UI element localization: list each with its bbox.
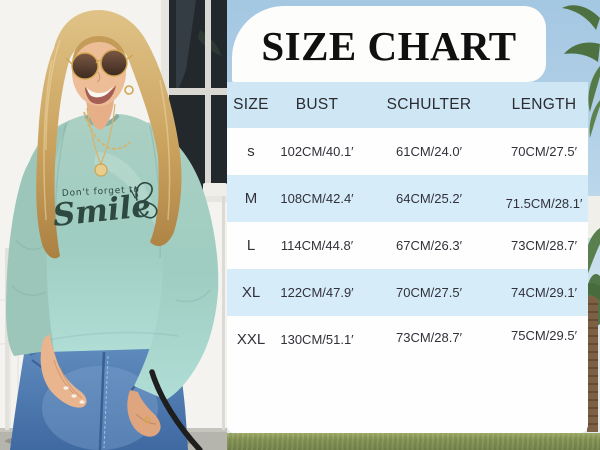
shirt-print-line1: Don't forget to xyxy=(62,185,140,199)
pendant xyxy=(94,163,108,177)
column-header-schulter: SCHULTER xyxy=(386,96,472,113)
necklace xyxy=(83,103,131,177)
model-photo: Don't forget to Smile xyxy=(0,0,227,450)
size-chart-table: SIZE BUST SCHULTER LENGTH s 102CM/40.1′ … xyxy=(227,82,588,433)
table-header-row: SIZE BUST SCHULTER LENGTH xyxy=(227,82,588,128)
schulter-value: 64CM/25.2′ xyxy=(395,191,463,206)
page-title: SIZE CHART xyxy=(261,23,517,69)
length-value: 70CM/27.5′ xyxy=(510,144,578,159)
bust-value: 108CM/42.4′ xyxy=(280,191,354,206)
beach-hut xyxy=(584,196,600,238)
size-label: XL xyxy=(241,284,261,301)
length-value: 74CM/29.1′ xyxy=(510,285,578,300)
left-hand xyxy=(40,334,87,408)
size-row-xxl: XXL 130CM/51.1′ 73CM/28.7′ 75CM/29.5′ xyxy=(227,316,588,363)
size-label: L xyxy=(246,237,256,254)
length-value: 75CM/29.5′ xyxy=(510,328,578,343)
title-panel: SIZE CHART xyxy=(232,6,546,82)
column-header-length: LENGTH xyxy=(511,96,577,113)
length-value: 71.5CM/28.1′ xyxy=(505,196,583,211)
size-row-m: M 108CM/42.4′ 64CM/25.2′ 71.5CM/28.1′ xyxy=(227,175,588,222)
length-value: 73CM/28.7′ xyxy=(510,238,578,253)
right-hand xyxy=(127,390,161,437)
schulter-value: 70CM/27.5′ xyxy=(395,285,463,300)
size-row-xl: XL 122CM/47.9′ 70CM/27.5′ 74CM/29.1′ xyxy=(227,269,588,316)
schulter-value: 61CM/24.0′ xyxy=(395,144,463,159)
size-row-s: s 102CM/40.1′ 61CM/24.0′ 70CM/27.5′ xyxy=(227,128,588,175)
sunglasses xyxy=(65,49,134,80)
column-header-bust: BUST xyxy=(295,96,339,113)
sweatshirt xyxy=(6,113,219,400)
bust-value: 122CM/47.9′ xyxy=(280,285,354,300)
face xyxy=(65,36,134,106)
bust-value: 114CM/44.8′ xyxy=(280,238,354,253)
palm-tree xyxy=(562,5,600,432)
size-label: s xyxy=(247,143,255,160)
ring xyxy=(143,416,151,424)
butterfly-icon xyxy=(130,182,158,219)
grass-strip xyxy=(227,433,600,450)
hair xyxy=(36,10,182,259)
bag-strap xyxy=(149,369,203,450)
bust-value: 130CM/51.1′ xyxy=(280,332,354,347)
size-label: M xyxy=(244,190,258,207)
earring xyxy=(124,85,134,95)
palm-trunk xyxy=(587,296,598,432)
shirt-print: Don't forget to Smile xyxy=(51,182,158,234)
schulter-value: 73CM/28.7′ xyxy=(395,330,463,345)
schulter-value: 67CM/26.3′ xyxy=(395,238,463,253)
size-row-l: L 114CM/44.8′ 67CM/26.3′ 73CM/28.7′ xyxy=(227,222,588,269)
bust-value: 102CM/40.1′ xyxy=(280,144,354,159)
size-label: XXL xyxy=(236,331,266,348)
column-header-size: SIZE xyxy=(233,96,269,113)
